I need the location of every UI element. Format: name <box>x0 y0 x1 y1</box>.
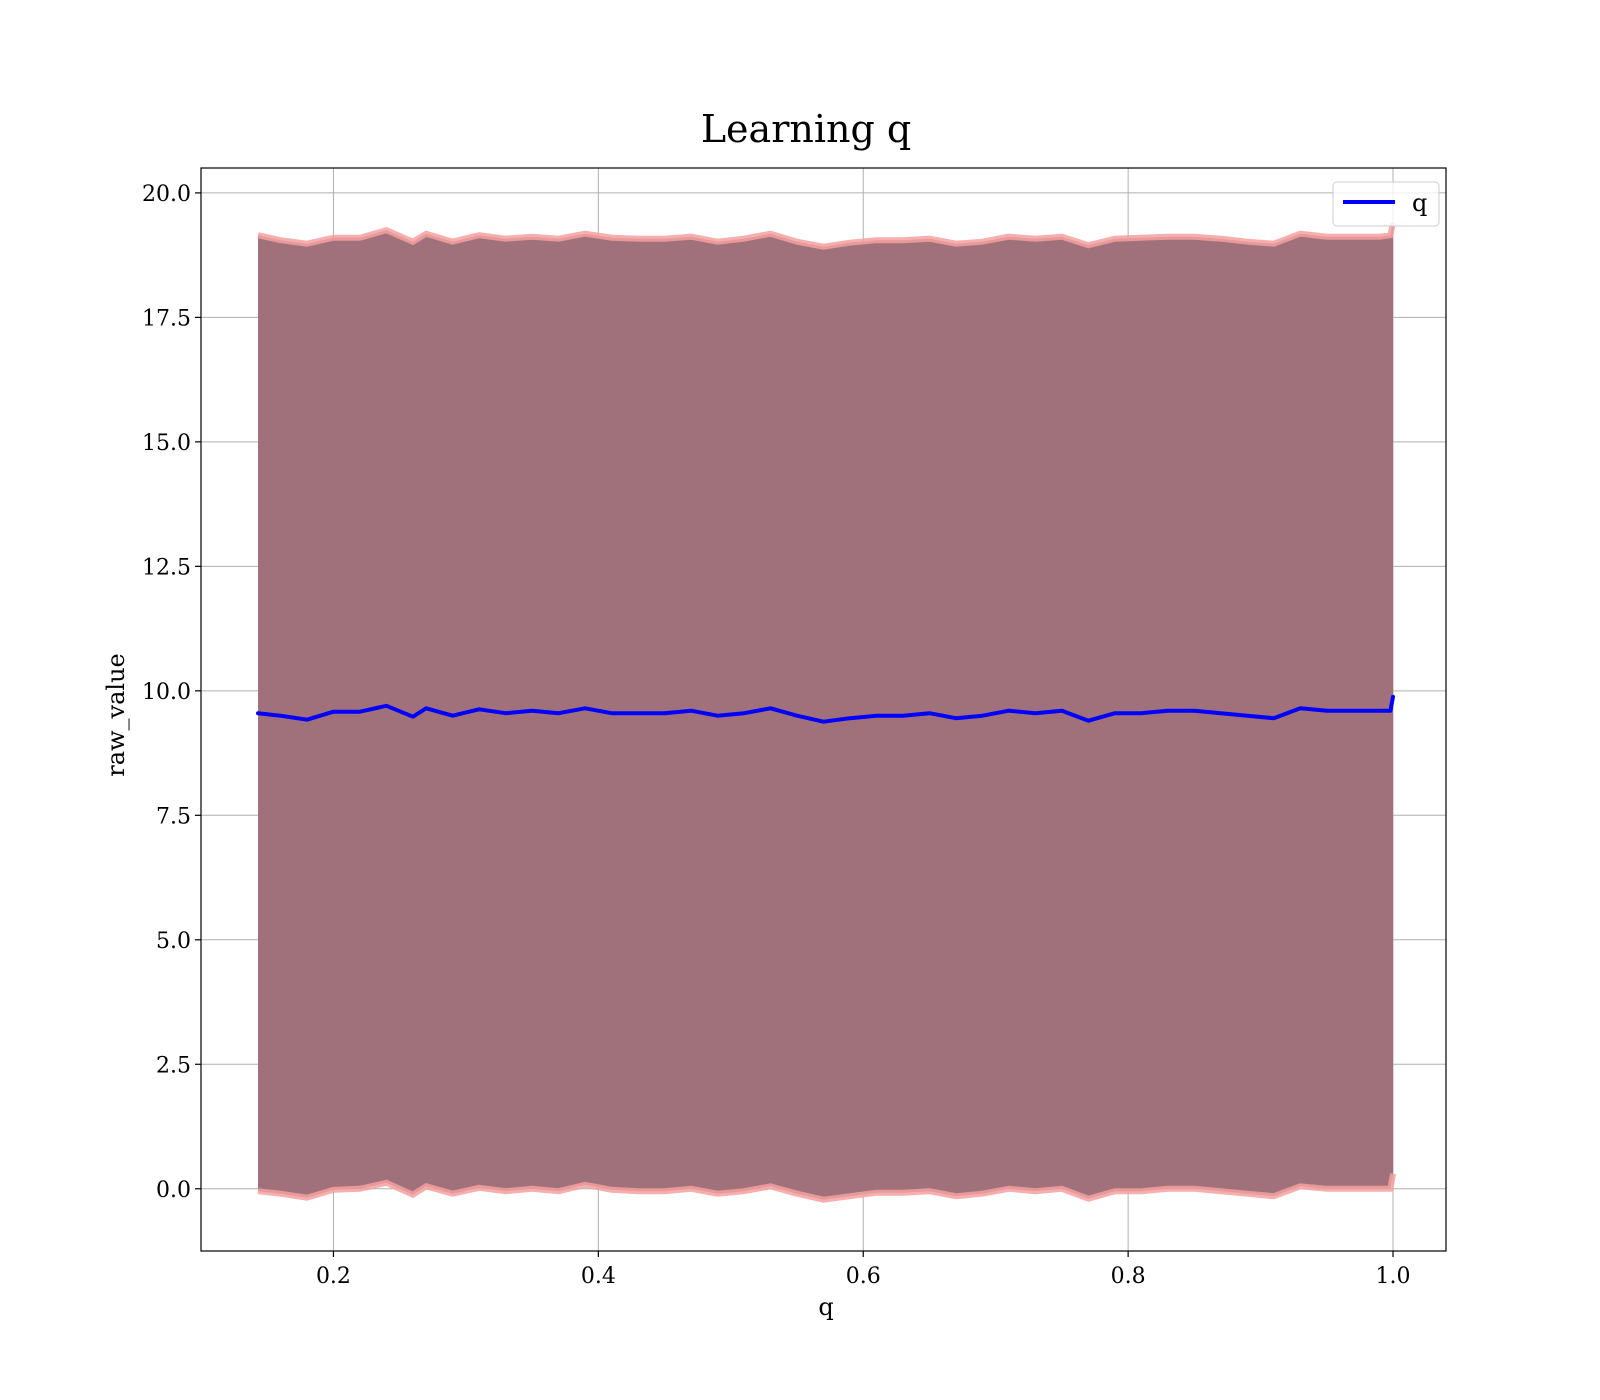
x-tick-label-3: 0.8 <box>1111 1264 1146 1289</box>
x-tick-label-0: 0.2 <box>316 1264 351 1289</box>
band-upper-edge-0 <box>257 222 1396 250</box>
legend: q <box>1332 181 1440 227</box>
x-tick-label-1: 0.4 <box>581 1264 616 1289</box>
plot-area: 0.2 0.4 0.6 0.8 1.0 0.0 2.5 5.0 7.5 10.0 12.5 15.0 1… <box>142 167 1447 1289</box>
chart-title: Learning q <box>701 107 911 151</box>
y-tick-label-4: 10.0 <box>142 680 191 705</box>
y-tick-label-3: 7.5 <box>156 804 191 829</box>
y-axis-label: raw_value <box>102 653 130 777</box>
legend-label-q: q <box>1412 189 1427 217</box>
y-tick-label-8: 20.0 <box>142 182 191 207</box>
band-fill-0 <box>258 222 1393 1200</box>
plot-frame <box>200 167 1447 1252</box>
y-tick-label-0: 0.0 <box>156 1178 191 1203</box>
y-tick-label-2: 5.0 <box>156 929 191 954</box>
x-axis-label: q <box>818 1293 833 1321</box>
series-line-q <box>256 694 1395 724</box>
y-tick-label-6: 15.0 <box>142 431 191 456</box>
y-tick-label-7: 17.5 <box>142 306 191 331</box>
y-tick-label-5: 12.5 <box>142 555 191 580</box>
x-tick-label-4: 1.0 <box>1376 1264 1411 1289</box>
band-lower-edge-0 <box>257 1173 1396 1203</box>
y-tick-label-1: 2.5 <box>156 1053 191 1078</box>
x-tick-label-2: 0.6 <box>846 1264 881 1289</box>
